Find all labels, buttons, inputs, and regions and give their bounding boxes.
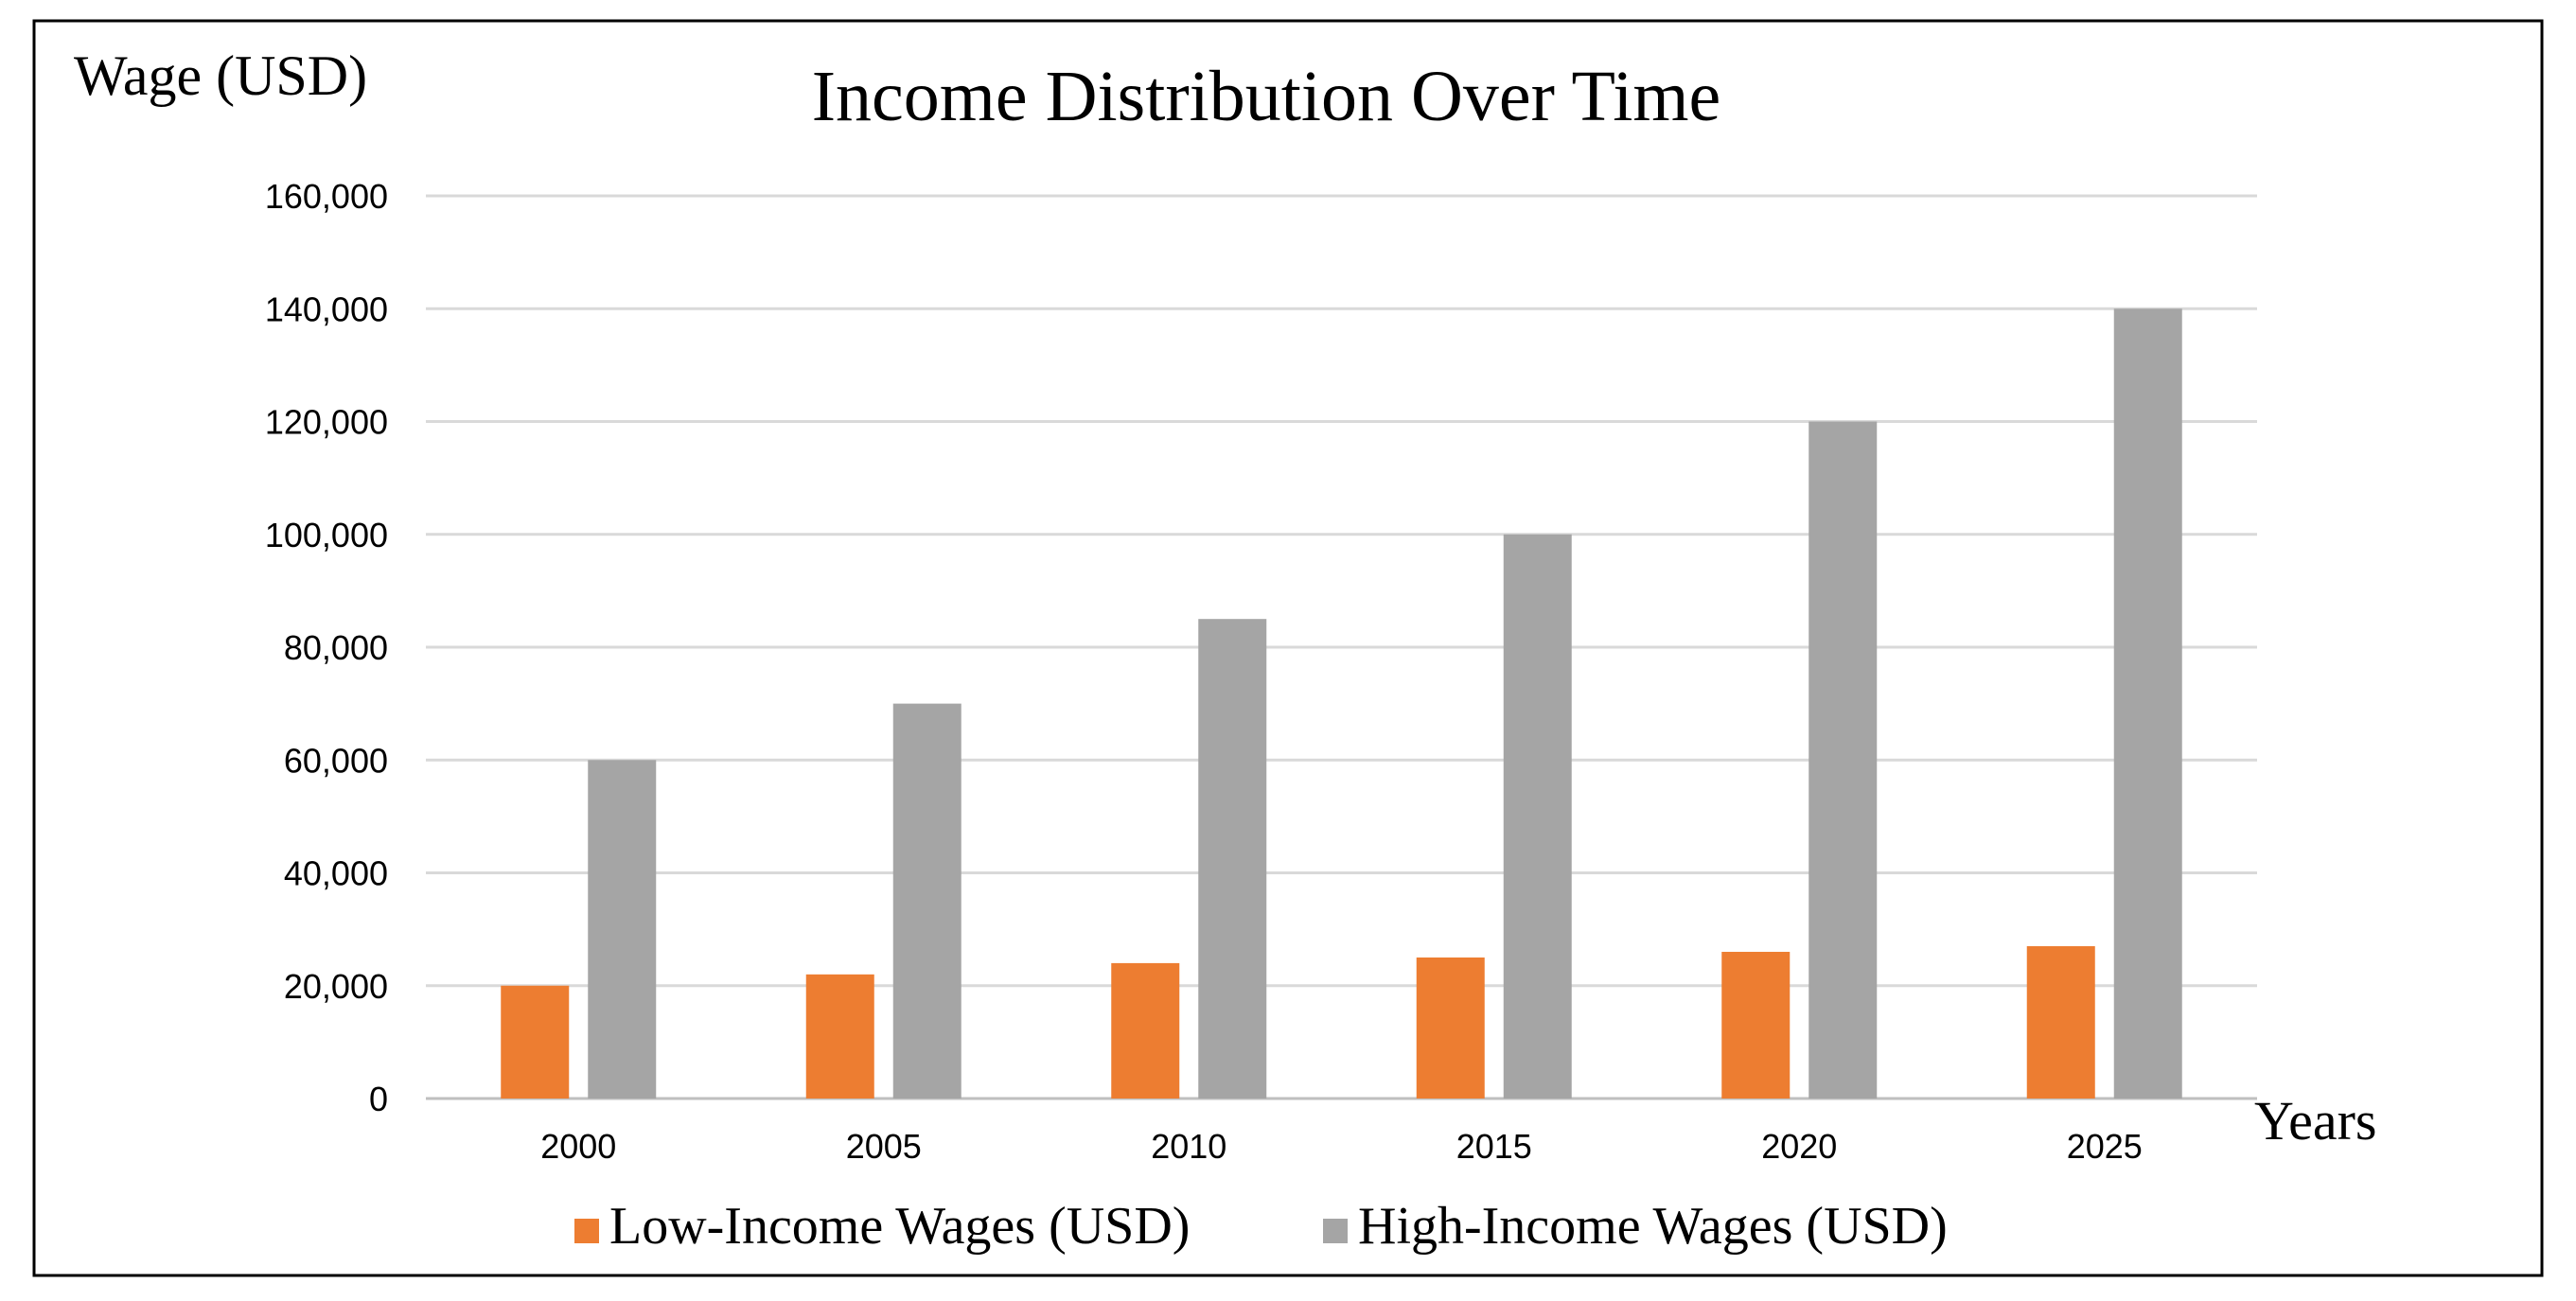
gridlines	[426, 194, 2257, 1100]
y-tick-label: 100,000	[265, 516, 388, 554]
bar-series-1-2010	[1198, 619, 1267, 1099]
x-tick-labels: 2000 2005 2010 2015 2020 2025	[540, 1127, 2143, 1166]
bar-series-0-2010	[1111, 962, 1180, 1099]
bar-series-0-2020	[1721, 951, 1791, 1099]
x-tick-label: 2000	[540, 1127, 616, 1166]
y-tick-label: 140,000	[265, 290, 388, 328]
x-axis-title: Years	[2254, 1090, 2376, 1152]
x-tick-label: 2025	[2067, 1127, 2143, 1166]
bar-series-0-2005	[805, 974, 874, 1099]
bars	[501, 308, 2182, 1099]
bar-series-1-2005	[892, 703, 962, 1099]
y-axis-title: Wage (USD)	[74, 44, 367, 107]
legend-swatch-1	[1323, 1219, 1348, 1243]
bar-series-1-2015	[1503, 534, 1572, 1099]
y-tick-labels: 0 20,000 40,000 60,000 80,000 100,000 120,000 1…	[265, 177, 388, 1118]
y-tick-label: 0	[369, 1080, 388, 1118]
bar-series-0-2000	[501, 985, 570, 1099]
chart-title: Income Distribution Over Time	[812, 57, 1721, 136]
bar-series-0-2025	[2026, 946, 2095, 1099]
x-tick-label: 2005	[846, 1127, 922, 1166]
y-tick-label: 60,000	[284, 741, 388, 780]
x-tick-label: 2015	[1456, 1127, 1532, 1166]
bar-series-1-2000	[588, 760, 657, 1099]
legend-swatch-0	[574, 1219, 599, 1243]
y-tick-label: 120,000	[265, 403, 388, 442]
y-tick-label: 40,000	[284, 854, 388, 893]
legend-label-0: Low-Income Wages (USD)	[609, 1197, 1190, 1256]
x-tick-label: 2010	[1151, 1127, 1226, 1166]
bar-series-1-2025	[2113, 308, 2182, 1099]
y-tick-label: 20,000	[284, 967, 388, 1006]
y-tick-label: 80,000	[284, 628, 388, 667]
x-tick-label: 2020	[1761, 1127, 1837, 1166]
legend-label-1: High-Income Wages (USD)	[1358, 1197, 1948, 1256]
bar-series-0-2015	[1416, 957, 1485, 1099]
bar-series-1-2020	[1808, 421, 1878, 1099]
legend: Low-Income Wages (USD) High-Income Wages …	[574, 1197, 1948, 1256]
y-tick-label: 160,000	[265, 177, 388, 216]
